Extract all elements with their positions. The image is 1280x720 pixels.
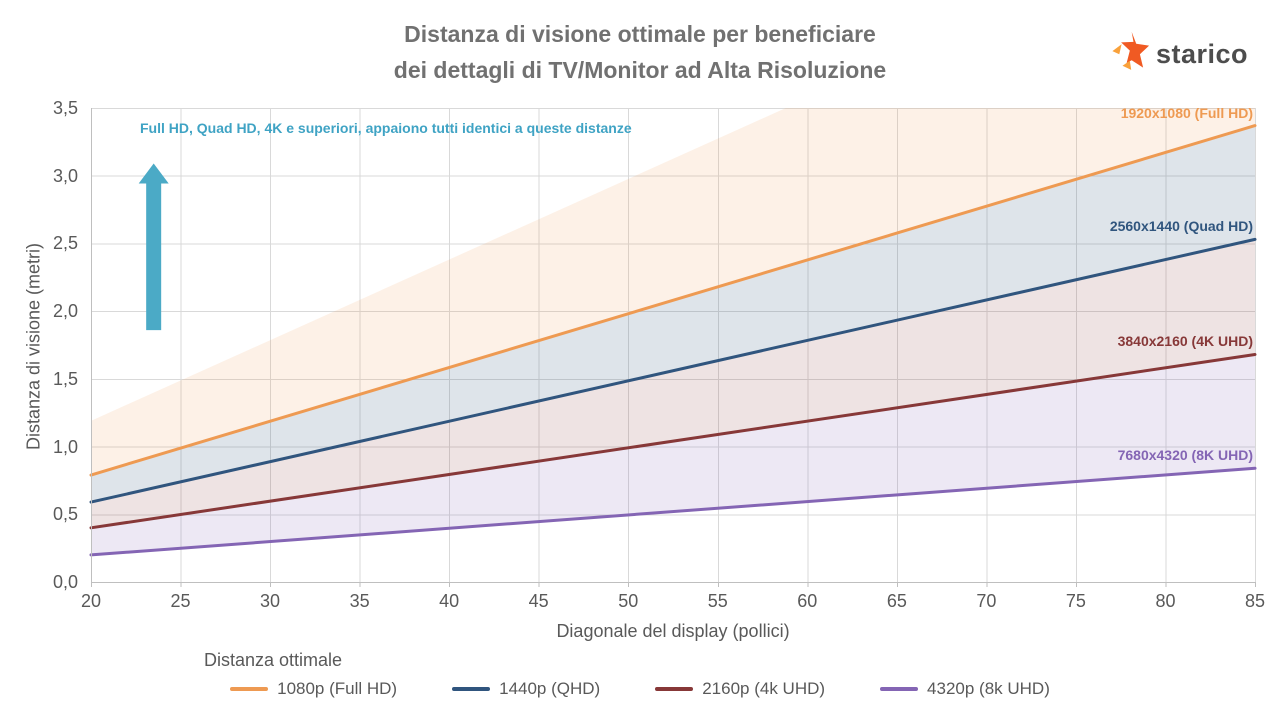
legend-line-sample-icon (655, 687, 694, 691)
series-line-3 (89, 466, 1257, 557)
chart-title-line2: dei dettagli di TV/Monitor ad Alta Risol… (393, 57, 887, 83)
starico-star-icon (1106, 30, 1150, 79)
legend-entry-0: 1080p (Full HD) (230, 679, 397, 699)
annotation-arrow-up-icon (138, 163, 169, 331)
legend-title: Distanza ottimale (204, 650, 343, 670)
legend: 1080p (Full HD) 1440p (QHD) 2160p (4k UHD)… (0, 679, 1280, 699)
starico-logo: starico (1106, 30, 1248, 79)
legend-entry-label: 1080p (Full HD) (277, 679, 398, 698)
chart-title-line1: Distanza di visione ottimale per benefic… (404, 21, 876, 47)
chart-title: Distanza di visione ottimale per benefic… (0, 16, 1280, 88)
legend-entry-label: 2160p (4k UHD) (702, 679, 826, 698)
band-fill-3 (91, 354, 1255, 555)
starico-logo-text: starico (1155, 39, 1248, 69)
series-line-2 (89, 352, 1257, 530)
series-line-1 (89, 237, 1257, 504)
series-line-0 (89, 124, 1257, 477)
legend-line-sample-icon (230, 687, 269, 691)
legend-entry-3: 4320p (8k UHD) (880, 679, 1050, 699)
legend-entry-label: 4320p (8k UHD) (927, 679, 1050, 698)
band-fill-2 (91, 239, 1255, 528)
legend-entry-1: 1440p (QHD) (452, 679, 600, 699)
band-fill-1 (91, 125, 1255, 503)
legend-entry-2: 2160p (4k UHD) (655, 679, 825, 699)
band-fill-0 (91, 108, 1255, 476)
legend-entry-label: 1440p (QHD) (499, 679, 601, 698)
legend-line-sample-icon (880, 687, 919, 691)
legend-line-sample-icon (452, 687, 491, 691)
